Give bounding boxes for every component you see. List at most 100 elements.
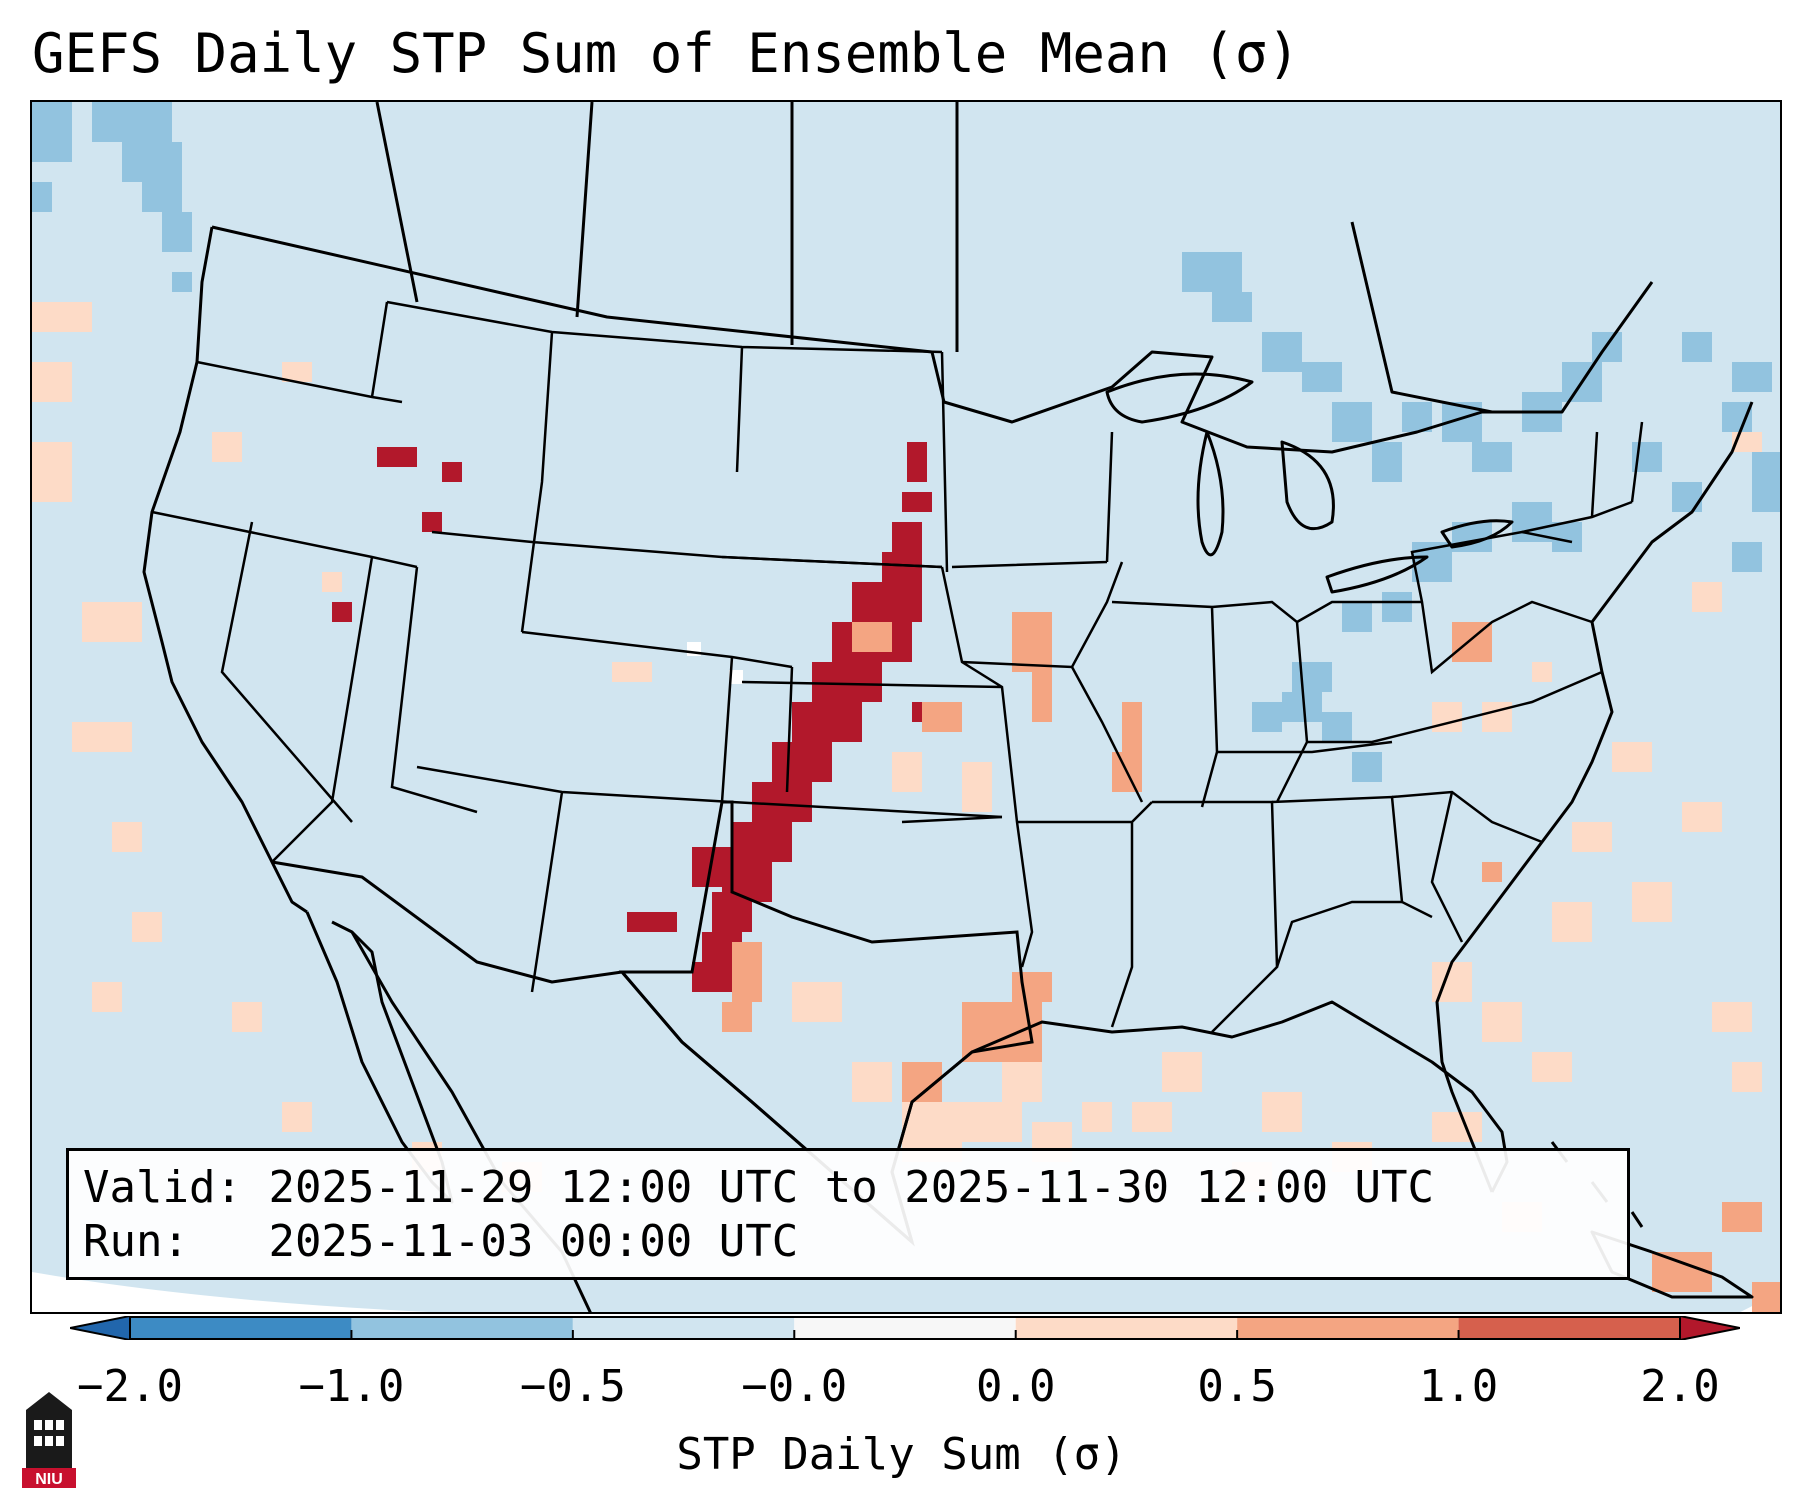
- anomaly-cell: [322, 572, 342, 592]
- anomaly-cell: [657, 912, 677, 932]
- lake-superior: [1105, 372, 1254, 424]
- anomaly-cell: [627, 912, 657, 932]
- anomaly-cell: [772, 742, 832, 782]
- anomaly-cell: [1332, 402, 1372, 442]
- anomaly-cell: [442, 462, 462, 482]
- anomaly-cell: [282, 362, 312, 382]
- anomaly-cell: [812, 662, 882, 702]
- anomaly-cell: [142, 182, 182, 212]
- colorbar-bin: [1458, 1316, 1680, 1340]
- anomaly-cell: [32, 302, 92, 332]
- anomaly-cell: [232, 1002, 262, 1032]
- anomaly-cell: [1712, 1002, 1752, 1032]
- anomaly-cell: [1342, 602, 1372, 632]
- anomaly-cell: [1482, 862, 1502, 882]
- anomaly-cell: [852, 622, 892, 652]
- anomaly-cell: [722, 1002, 752, 1032]
- colorbar-under-arrow: [70, 1316, 131, 1340]
- colorbar-bin: [572, 1316, 795, 1340]
- anomaly-cell: [1532, 662, 1552, 682]
- anomaly-cell: [692, 962, 732, 992]
- anomaly-cell: [1682, 332, 1712, 362]
- anomaly-cell: [1002, 1062, 1042, 1102]
- colorbar-tick-label: 0.0: [975, 1361, 1056, 1412]
- colorbar-tick-label: −0.0: [741, 1361, 848, 1412]
- anomaly-cell: [902, 492, 932, 512]
- colorbar-over-arrow: [1679, 1316, 1740, 1340]
- lake-erie: [1325, 555, 1429, 594]
- anomaly-cell: [92, 982, 122, 1012]
- anomaly-cell: [892, 752, 922, 792]
- anomaly-cell: [282, 1102, 312, 1132]
- anomaly-cell: [172, 272, 192, 292]
- anomaly-cell: [72, 722, 132, 752]
- anomaly-cell: [1652, 1252, 1712, 1292]
- anomaly-cell: [907, 442, 927, 482]
- valid-value: 2025-11-29 12:00 UTC to 2025-11-30 12:00…: [268, 1162, 1435, 1213]
- run-label: Run:: [83, 1216, 189, 1267]
- anomaly-cell: [1032, 662, 1052, 722]
- anomaly-cell: [1722, 1202, 1762, 1232]
- anomaly-cell: [112, 822, 142, 852]
- anomaly-cell: [82, 602, 142, 642]
- anomaly-cell: [162, 212, 192, 252]
- anomaly-cell: [92, 102, 172, 142]
- anomaly-cell: [1572, 822, 1612, 852]
- map-panel: [30, 100, 1782, 1314]
- run-line: Run: 2025-11-03 00:00 UTC: [83, 1215, 1613, 1269]
- stp-map: [32, 102, 1780, 1312]
- anomaly-cell: [32, 182, 52, 212]
- anomaly-cell: [1682, 802, 1722, 832]
- anomaly-cell: [1262, 1092, 1302, 1132]
- anomaly-cell: [32, 362, 72, 402]
- anomaly-cell: [1122, 702, 1142, 762]
- colorbar-tick-label: −0.5: [519, 1361, 626, 1412]
- lake-huron: [1280, 440, 1335, 531]
- anomaly-cell: [1482, 1002, 1522, 1042]
- anomaly-cell: [1732, 542, 1762, 572]
- anomaly-cell: [377, 447, 417, 467]
- anomaly-cell: [1082, 1102, 1112, 1132]
- anomaly-cell: [1432, 702, 1462, 732]
- anomaly-cell: [1532, 1052, 1572, 1082]
- valid-label: Valid:: [83, 1162, 242, 1213]
- anomaly-cell: [1612, 742, 1652, 772]
- anomaly-cell: [1382, 592, 1412, 622]
- anomaly-cell: [1552, 902, 1592, 942]
- anomaly-cell: [1732, 1062, 1762, 1092]
- anomaly-cell: [1322, 712, 1352, 742]
- anomaly-cell: [32, 102, 72, 162]
- anomaly-cell: [1262, 332, 1302, 372]
- map-title: GEFS Daily STP Sum of Ensemble Mean (σ): [32, 22, 1300, 85]
- anomaly-cell: [852, 1062, 892, 1102]
- colorbar-bin: [351, 1316, 573, 1340]
- colorbar-bin: [1015, 1316, 1238, 1340]
- anomaly-cell: [1012, 972, 1052, 1002]
- anomaly-cell: [792, 982, 842, 1022]
- atlantic-coastline: [1435, 401, 1754, 1193]
- anomaly-cell: [332, 602, 352, 622]
- anomaly-cell: [422, 512, 442, 532]
- anomaly-cell: [962, 1102, 1022, 1142]
- valid-time-box: Valid: 2025-11-29 12:00 UTC to 2025-11-3…: [66, 1148, 1630, 1280]
- anomaly-cell: [729, 670, 743, 684]
- lake-michigan: [1196, 430, 1225, 557]
- logo-text: NIU: [35, 1471, 63, 1488]
- anomaly-cell: [1182, 252, 1242, 292]
- anomaly-cell: [1302, 362, 1342, 392]
- university-tower-icon: NIU: [22, 1392, 76, 1488]
- anomaly-cell: [892, 522, 922, 552]
- anomaly-cell: [1512, 502, 1552, 542]
- state-boundaries: [151, 300, 1644, 1033]
- anomaly-shading: [32, 102, 1780, 1312]
- texas-outline: [618, 800, 1034, 1247]
- anomaly-cell: [792, 702, 862, 742]
- anomaly-cell: [1132, 1102, 1172, 1132]
- valid-line: Valid: 2025-11-29 12:00 UTC to 2025-11-3…: [83, 1161, 1613, 1215]
- canada-province-lines: [375, 102, 1493, 414]
- anomaly-cell: [1752, 452, 1780, 512]
- anomaly-cell: [1432, 1112, 1482, 1142]
- colorbar-bin: [130, 1316, 352, 1340]
- colorbar: [70, 1316, 1740, 1340]
- colorbar-tick-label: 2.0: [1640, 1361, 1720, 1412]
